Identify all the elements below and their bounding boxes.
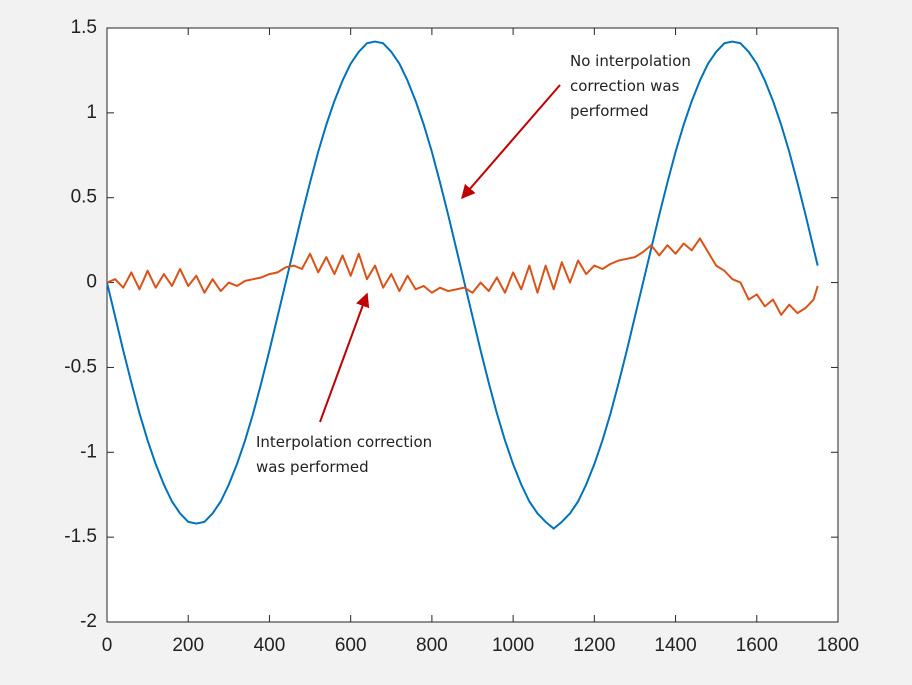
x-tick-label: 400 — [254, 635, 286, 656]
x-tick-label: 1800 — [817, 635, 859, 656]
arrow — [319, 292, 370, 423]
y-tick-label: 0 — [86, 272, 97, 293]
x-tick-label: 0 — [102, 635, 113, 656]
y-tick-label: 0.5 — [71, 187, 97, 208]
y-tick-label: -2 — [80, 611, 97, 632]
arrow — [461, 84, 561, 200]
annotation: was performed — [256, 458, 369, 476]
x-tick-label: 1200 — [573, 635, 615, 656]
x-tick-label: 1600 — [736, 635, 778, 656]
x-tick-label: 1400 — [654, 635, 696, 656]
series-line — [106, 40, 819, 530]
annotation: No interpolation — [570, 52, 691, 70]
x-tick-label: 200 — [172, 635, 204, 656]
x-tick-label: 600 — [335, 635, 367, 656]
annotation: correction was — [570, 77, 680, 95]
y-tick-label: 1.5 — [71, 17, 97, 38]
x-tick-label: 800 — [416, 635, 448, 656]
plot-area — [106, 27, 839, 623]
y-tick-label: 1 — [86, 102, 97, 123]
y-tick-label: -1 — [80, 441, 97, 462]
series-line — [106, 237, 819, 316]
annotation: performed — [570, 102, 649, 120]
y-tick-label: -1.5 — [64, 526, 97, 547]
x-tick-label: 1000 — [492, 635, 534, 656]
y-tick-label: -0.5 — [64, 356, 97, 377]
annotation: Interpolation correction — [256, 433, 432, 451]
